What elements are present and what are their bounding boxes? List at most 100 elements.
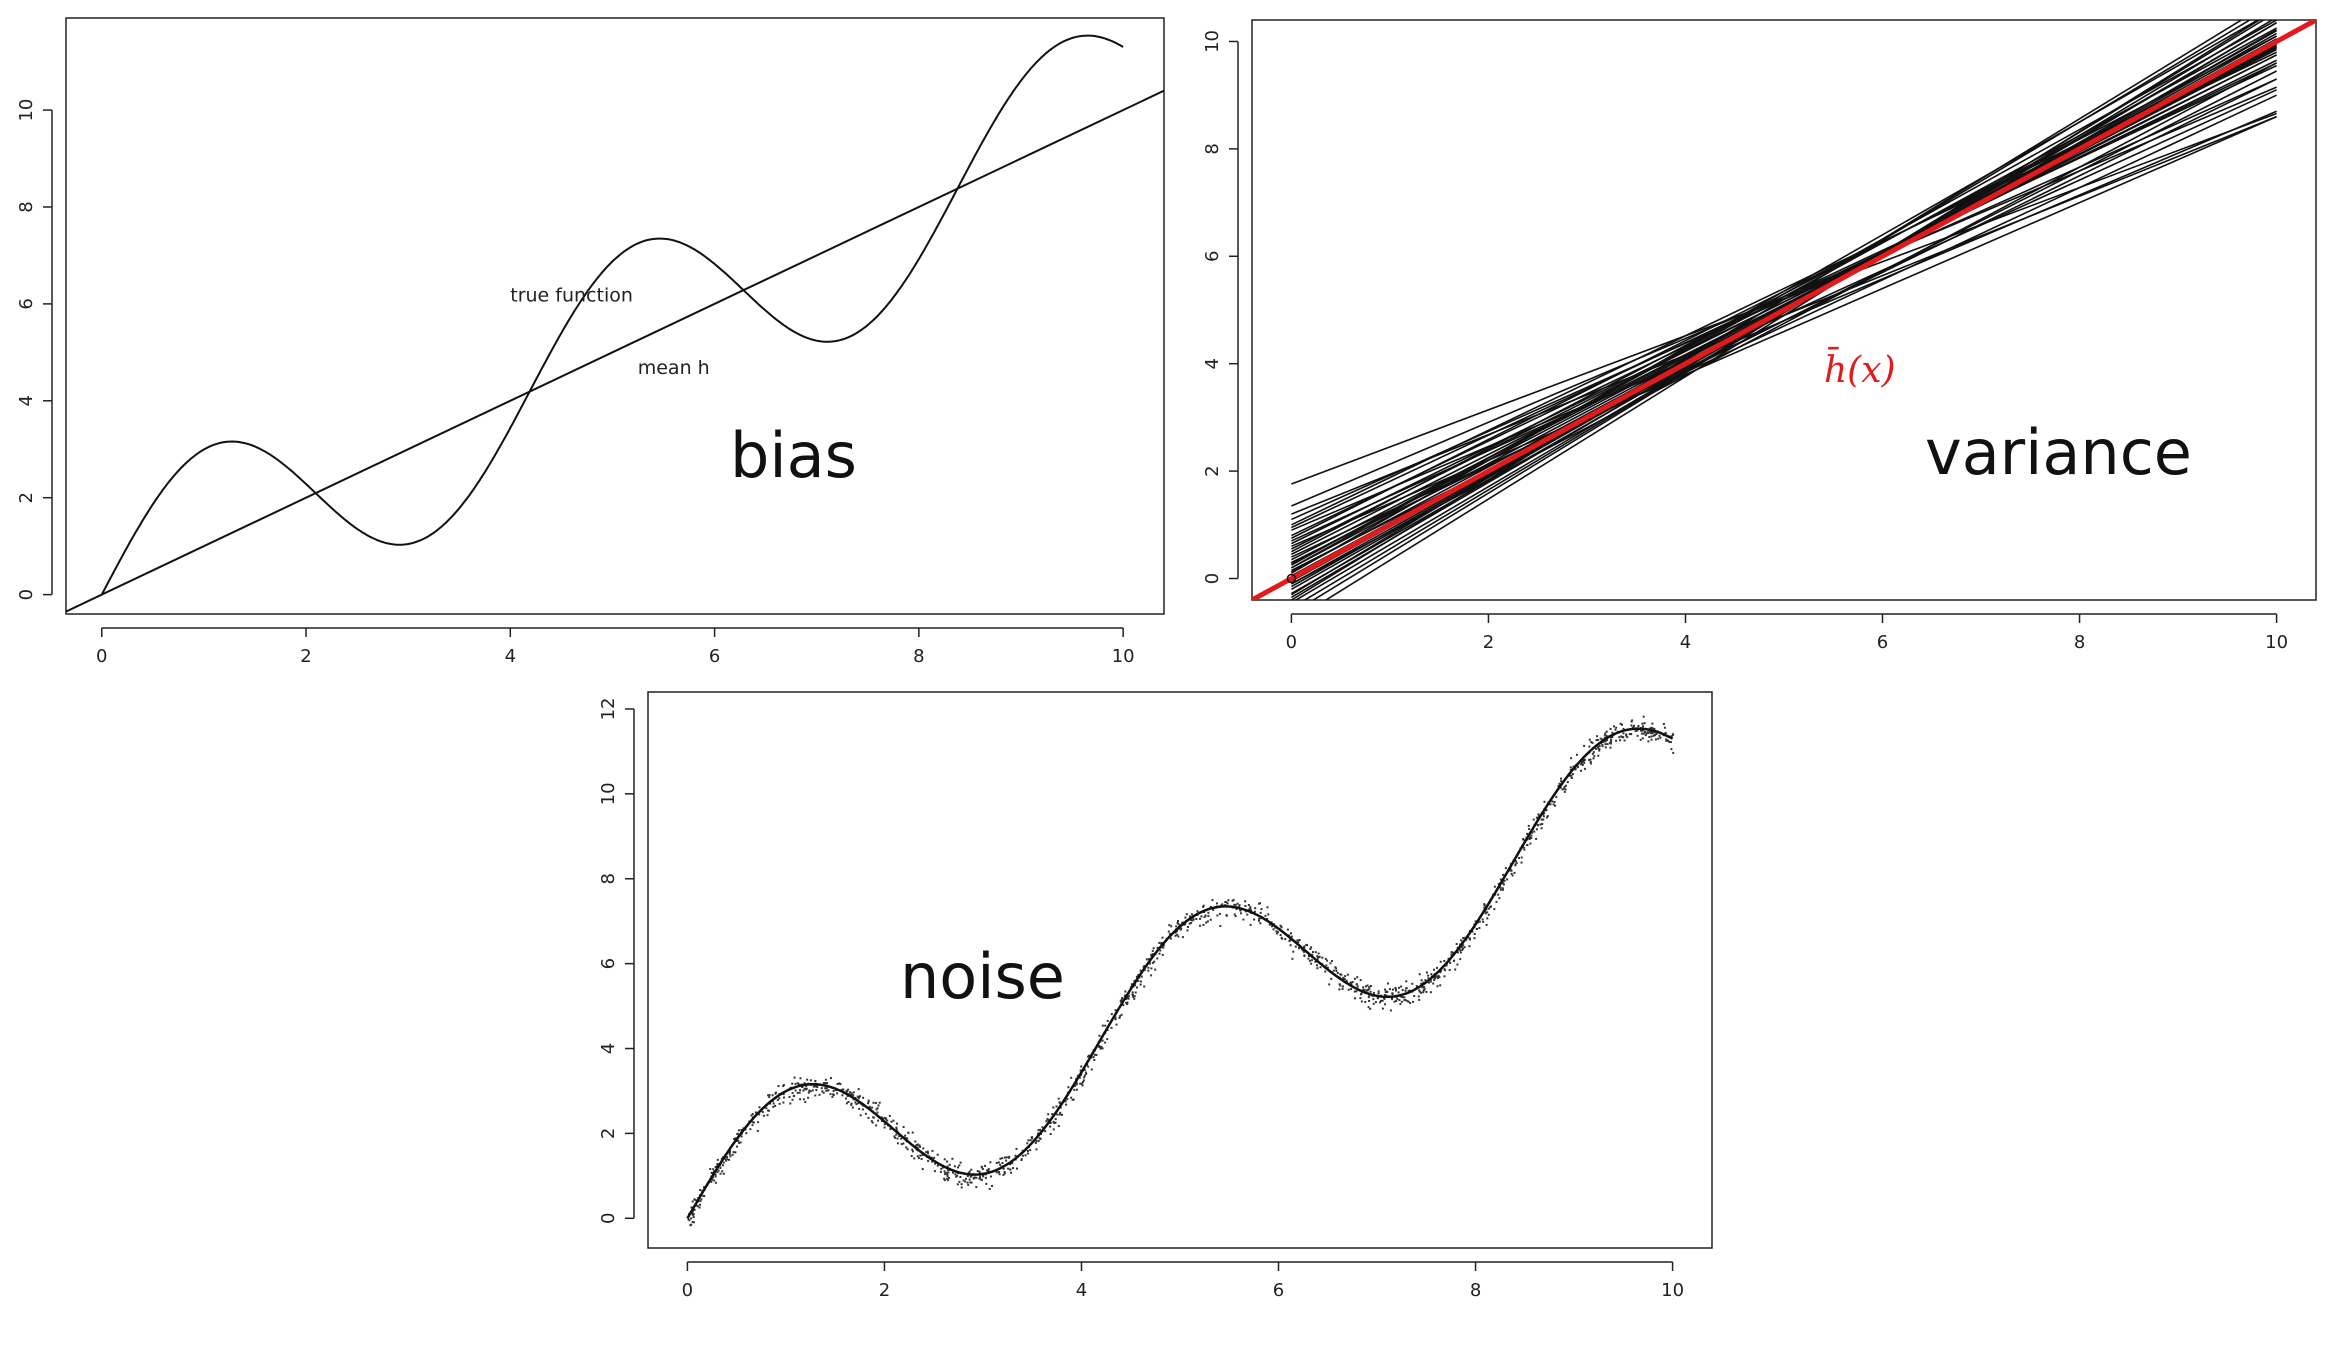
noise-point [1570,757,1573,760]
noise-point [964,1180,967,1183]
noise-point [728,1153,731,1156]
noise-point [1249,906,1252,909]
noise-point [1490,905,1492,908]
noise-point [989,1161,992,1164]
noise-point [991,1185,993,1187]
noise-point [933,1170,936,1173]
noise-point [1101,1039,1104,1042]
noise-point [1264,914,1267,917]
variance-x-tick-label: 10 [2265,632,2288,653]
noise-point [920,1158,923,1160]
noise-point [1487,913,1490,916]
noise-point [1625,733,1628,736]
noise-point [1619,722,1622,725]
variance-x-tick-label: 2 [1483,632,1494,653]
bias-panel-label: bias [730,419,857,492]
noise-point [714,1181,717,1184]
noise-point [1056,1113,1059,1116]
noise-point [979,1175,981,1178]
noise-point [1316,955,1319,958]
noise-x-tick-label: 6 [1273,1280,1284,1301]
noise-point [1330,977,1333,980]
noise-point [1413,995,1416,997]
noise-point [1030,1136,1033,1139]
noise-point [749,1128,752,1131]
noise-point [1356,985,1359,988]
noise-point [1061,1113,1064,1116]
noise-point [1367,988,1370,991]
noise-point [1436,985,1439,988]
noise-point [1047,1113,1050,1116]
noise-point [740,1129,743,1131]
noise-point [1651,732,1654,735]
noise-point [768,1094,771,1097]
noise-point [766,1114,769,1117]
noise-point [1417,995,1420,998]
noise-point [1588,738,1591,741]
noise-point [1093,1059,1096,1061]
noise-point [734,1151,737,1154]
noise-point [936,1164,939,1167]
noise-point [1637,725,1640,727]
noise-point [1177,920,1179,922]
noise-point [845,1102,848,1105]
noise-point [958,1180,961,1183]
noise-point [1596,735,1599,738]
noise-point [1598,745,1601,747]
noise-point [1224,904,1227,907]
noise-point [886,1119,889,1122]
noise-point [711,1178,714,1181]
noise-point [999,1163,1002,1166]
noise-point [1367,996,1370,999]
noise-point [1353,990,1356,993]
noise-point [1639,738,1642,741]
noise-point [1580,761,1583,764]
noise-point [1434,975,1437,978]
noise-point [1037,1129,1040,1132]
noise-point [1134,984,1136,987]
noise-point [1604,743,1607,746]
noise-point [816,1086,819,1089]
noise-point [1473,937,1476,940]
noise-point [1597,754,1600,757]
noise-point [1356,976,1359,979]
noise-point [1377,992,1380,995]
noise-point [836,1092,839,1095]
noise-point [1151,961,1154,964]
noise-point [875,1124,878,1127]
noise-point [1359,979,1362,982]
noise-point [1317,952,1320,955]
noise-point [778,1102,781,1105]
noise-point [702,1194,705,1197]
noise-point [1574,768,1577,771]
noise-point [1436,977,1439,979]
noise-point [1650,730,1653,733]
noise-point [1118,1016,1121,1019]
noise-point [1657,737,1660,740]
variance-y-tick-label: 8 [1202,143,1223,154]
noise-point [1336,971,1339,974]
noise-point [1541,823,1544,825]
noise-point [1186,929,1189,932]
noise-point [1601,745,1604,748]
noise-point [725,1159,728,1162]
variance-plot-frame [1251,19,2317,601]
noise-point [940,1167,943,1170]
noise-point [913,1157,916,1160]
noise-point [1250,909,1253,912]
noise-point [1181,921,1184,924]
noise-point [1235,907,1238,910]
noise-point [1604,732,1607,735]
noise-point [820,1087,823,1090]
noise-point [1514,860,1517,863]
noise-point [1482,920,1485,923]
noise-point [807,1096,810,1099]
noise-point [724,1157,727,1160]
noise-point [1001,1162,1004,1164]
noise-point [826,1082,829,1085]
noise-point [868,1105,871,1108]
noise-point [1139,983,1142,986]
variance-marks [1252,20,2316,600]
noise-marks [686,715,1675,1227]
noise-point [1644,734,1647,737]
